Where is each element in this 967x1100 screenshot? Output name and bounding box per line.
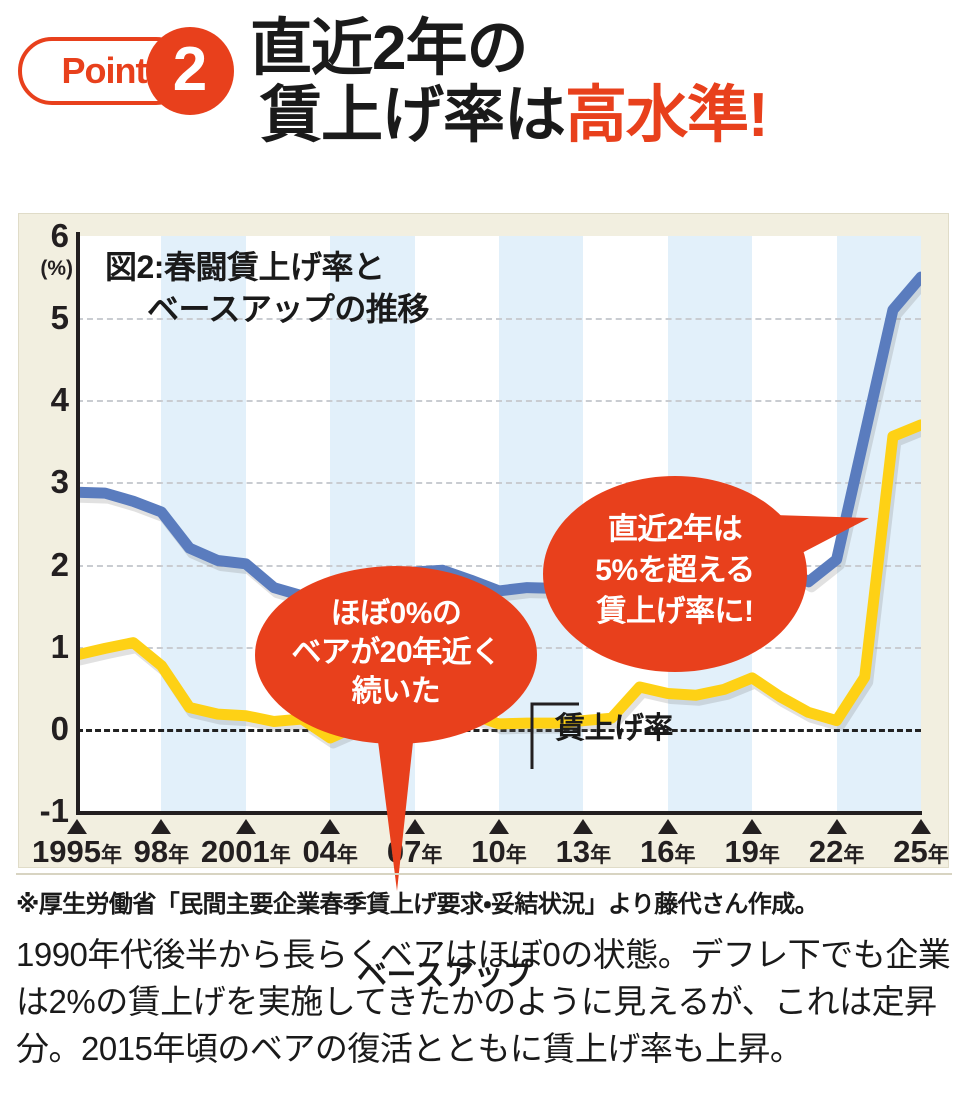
callout-right-line-2: 5%を超える [595, 553, 755, 587]
callout-left: ほぼ0%の ベアが20年近く 続いた [255, 566, 537, 891]
y-axis-line [76, 232, 80, 815]
y-tick-label: 3 [50, 463, 69, 501]
point-badge-number: 2 [172, 34, 208, 104]
chart-gridline [77, 318, 921, 321]
body-paragraph: 1990年代後半から長らくベアはほぼ0の状態。デフレ下でも企業は2%の賃上げを実… [16, 936, 951, 1067]
series-label-wage: 賃上げ率 [555, 712, 674, 745]
y-tick-label: 0 [50, 709, 69, 747]
chart-gridline [77, 482, 921, 485]
y-axis-unit-label: (%) [40, 257, 73, 280]
y-tick-label: 4 [50, 381, 69, 419]
x-axis-line [76, 811, 922, 815]
headline-line-1: 直近2年の [250, 14, 528, 83]
point-badge-label: Point [61, 50, 148, 91]
x-tick-label: 13年 [555, 834, 612, 869]
x-tick-mark [826, 819, 847, 834]
callout-right-body [543, 476, 807, 672]
callout-right-text: 直近2年は 5%を超える 賃上げ率に! [543, 510, 807, 632]
y-tick-label: 5 [50, 299, 69, 337]
y-tick-label: 6 [50, 217, 69, 254]
x-tick-mark [742, 819, 763, 834]
page-title: 直近2年の 賃上げ率は高水準! [250, 14, 960, 150]
callout-left-line-3: 続いた [351, 675, 441, 708]
source-note: ※厚生労働省「民間主要企業春季賃上げ要求・妥結状況」より藤代さん作成。 [16, 891, 819, 918]
callout-left-text: ほぼ0%の ベアが20年近く 続いた [255, 594, 537, 711]
chart-card: (%) 6 5 4 3 2 1 0 -1 1995年 98年 2001年 04年 07年 10年 13年 1… [18, 213, 949, 992]
point-badge: Point 2 [18, 27, 238, 117]
chart-gridline [77, 400, 921, 403]
callout-right: 直近2年は 5%を超える 賃上げ率に! [543, 476, 869, 676]
y-tick-label: 1 [50, 627, 69, 665]
callout-right-line-3: 賃上げ率に! [596, 594, 755, 628]
y-tick-label: 2 [50, 545, 69, 583]
x-tick-label: 16年 [640, 834, 696, 869]
callout-left-line-1: ほぼ0%の [330, 597, 462, 630]
x-tick-label: 25年 [893, 834, 949, 869]
x-tick-label: 98年 [133, 834, 190, 869]
callout-left-body [255, 566, 537, 744]
x-tick-mark [151, 819, 172, 834]
chart-zero-line [77, 728, 921, 732]
x-tick-mark [911, 819, 931, 834]
x-tick-label: 2001年 [200, 834, 291, 869]
x-tick-mark [489, 819, 509, 834]
callout-left-line-2: ベアが20年近く [291, 636, 501, 669]
chart-gridline [77, 564, 921, 567]
x-tick-label: 22年 [808, 834, 865, 869]
headline-line-2: 賃上げ率は高水準! [250, 80, 960, 150]
x-tick-label: 1995年 [32, 834, 122, 869]
series-line-base [77, 419, 921, 744]
headline-line-2-highlight: 高水準! [565, 80, 769, 150]
callout-right-line-1: 直近2年は [607, 513, 743, 546]
x-tick-label: 10年 [471, 834, 527, 869]
series-label-base: ベースアップ [357, 959, 533, 992]
chart-title-line-2: ベースアップの推移 [147, 291, 429, 328]
point-badge-circle: 2 [146, 27, 234, 115]
chart-title: 図2:春闘賃上げ率と ベースアップの推移 [105, 246, 585, 330]
divider [16, 873, 952, 875]
x-tick-mark [235, 819, 256, 834]
y-tick-label: -1 [39, 792, 69, 829]
header: Point 2 直近2年の 賃上げ率は高水準! [0, 0, 967, 205]
chart-title-line-1: 図2:春闘賃上げ率と [105, 249, 385, 285]
x-tick-mark [320, 819, 341, 834]
x-tick-mark [573, 819, 594, 834]
x-tick-label: 19年 [724, 834, 780, 869]
x-tick-mark [657, 819, 678, 834]
x-tick-mark [404, 819, 425, 834]
headline-line-2-black: 賃上げ率は [260, 80, 566, 150]
x-tick-label: 04年 [302, 834, 358, 869]
x-tick-mark [67, 819, 87, 834]
